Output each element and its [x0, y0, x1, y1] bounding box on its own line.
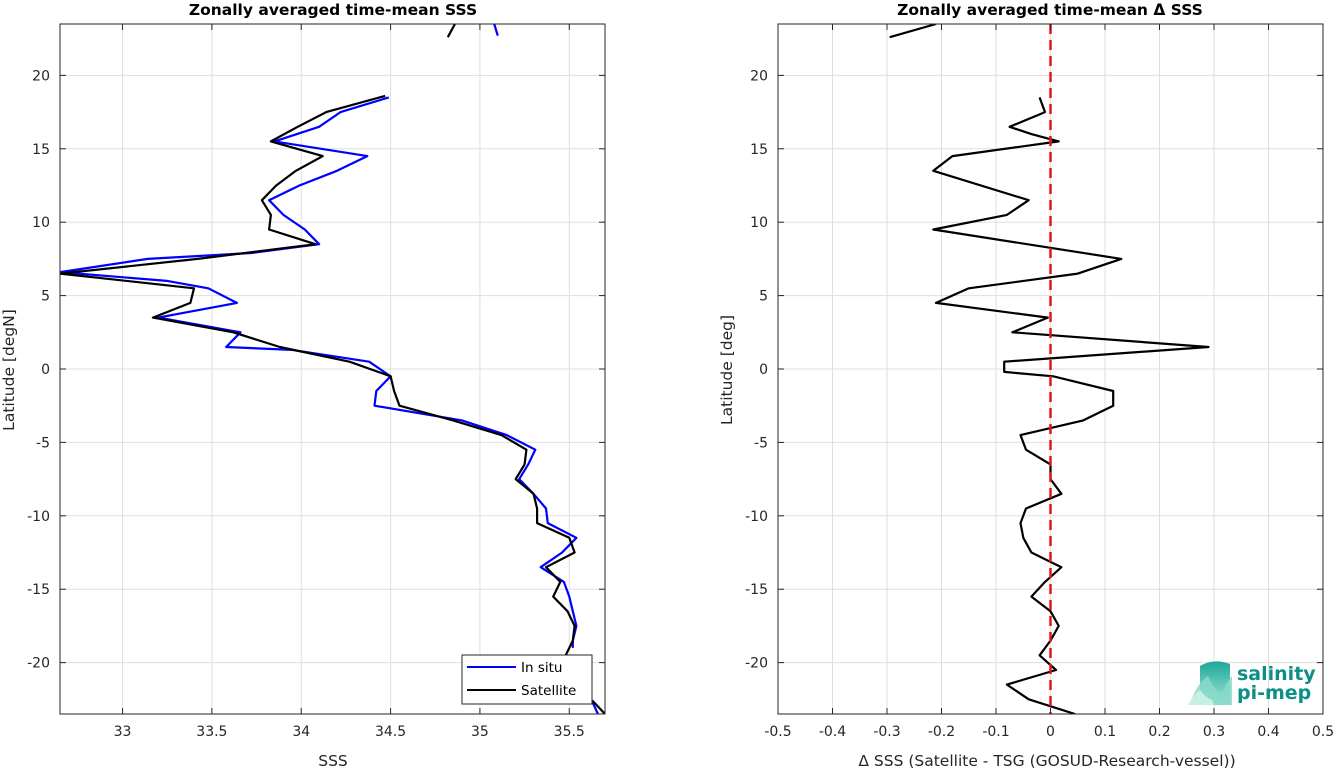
x-tick-label: 0.1 — [1094, 724, 1116, 740]
logo-text-pimep: pi-mep — [1237, 682, 1311, 704]
y-tick-label: -20 — [745, 656, 768, 672]
x-tick-label: 0.2 — [1148, 724, 1170, 740]
x-tick-label: -0.3 — [873, 724, 900, 740]
x-tick-label: 35.5 — [554, 724, 585, 740]
x-tick-label: -0.4 — [819, 724, 846, 740]
delta-ylabel: Latitude [deg] — [718, 315, 736, 425]
y-tick-label: -20 — [27, 656, 50, 672]
logo-text-salinity: salinity — [1237, 663, 1316, 685]
x-tick-label: 33.5 — [196, 724, 227, 740]
satellite-series-line — [591, 700, 605, 714]
delta-sss-panel: -0.5 -0.4 -0.3 -0.2 -0.1 0 0.1 0.2 0.3 0.4 0.5 -20… — [718, 1, 1334, 769]
x-tick-label: 34 — [292, 724, 310, 740]
y-tick-label: -5 — [36, 435, 50, 451]
in-situ-series-line — [493, 24, 499, 37]
y-tick-label: 15 — [32, 142, 50, 158]
x-tick-label: 0 — [1046, 724, 1055, 740]
delta-series-line — [889, 24, 937, 39]
y-tick-label: -15 — [745, 582, 768, 598]
delta-yticks: -20 -15 -10 -5 0 5 10 15 20 — [745, 68, 1323, 672]
y-tick-label: 0 — [759, 362, 768, 378]
x-tick-label: -0.2 — [928, 724, 955, 740]
y-tick-label: -10 — [27, 509, 50, 525]
y-tick-label: 15 — [750, 142, 768, 158]
sss-panel: 33 33.5 34 34.5 35 35.5 -20 -15 -10 -5 0 5 10 15 20 Z… — [0, 1, 606, 769]
satellite-series-line — [446, 24, 456, 38]
x-tick-label: 33 — [114, 724, 132, 740]
delta-xticks: -0.5 -0.4 -0.3 -0.2 -0.1 0 0.1 0.2 0.3 0.4 0.5 — [764, 24, 1334, 740]
legend: In situ Satellite — [461, 654, 593, 705]
y-tick-label: 10 — [32, 215, 50, 231]
sss-lines — [60, 24, 605, 714]
sss-xlabel: SSS — [318, 752, 348, 769]
sss-xticks: 33 33.5 34 34.5 35 35.5 — [114, 24, 585, 740]
x-tick-label: 0.3 — [1203, 724, 1225, 740]
y-tick-label: -15 — [27, 582, 50, 598]
legend-insitu-label: In situ — [521, 660, 562, 676]
y-tick-label: -10 — [745, 509, 768, 525]
x-tick-label: -0.5 — [764, 724, 791, 740]
sss-ylabel: Latitude [degN] — [0, 309, 18, 431]
delta-title: Zonally averaged time-mean Δ SSS — [897, 1, 1203, 19]
delta-series-line — [932, 97, 1210, 714]
sss-grid — [60, 24, 605, 714]
satellite-series-line — [60, 94, 576, 664]
x-tick-label: 0.5 — [1312, 724, 1334, 740]
y-tick-label: 5 — [759, 289, 768, 305]
y-tick-label: 20 — [750, 68, 768, 84]
x-tick-label: 0.4 — [1257, 724, 1279, 740]
salinity-pi-mep-logo: salinity pi-mep — [1188, 661, 1316, 705]
in-situ-series-line — [60, 96, 578, 648]
delta-xlabel: Δ SSS (Satellite - TSG (GOSUD-Research-v… — [858, 752, 1235, 769]
legend-satellite-label: Satellite — [521, 683, 576, 699]
y-tick-label: -5 — [754, 435, 768, 451]
delta-lines — [889, 24, 1210, 714]
x-tick-label: 35 — [471, 724, 489, 740]
y-tick-label: 10 — [750, 215, 768, 231]
y-tick-label: 0 — [41, 362, 50, 378]
sss-yticks: -20 -15 -10 -5 0 5 10 15 20 — [27, 68, 605, 672]
x-tick-label: -0.1 — [982, 724, 1009, 740]
y-tick-label: 5 — [41, 289, 50, 305]
x-tick-label: 34.5 — [375, 724, 406, 740]
y-tick-label: 20 — [32, 68, 50, 84]
sss-title: Zonally averaged time-mean SSS — [189, 1, 477, 19]
